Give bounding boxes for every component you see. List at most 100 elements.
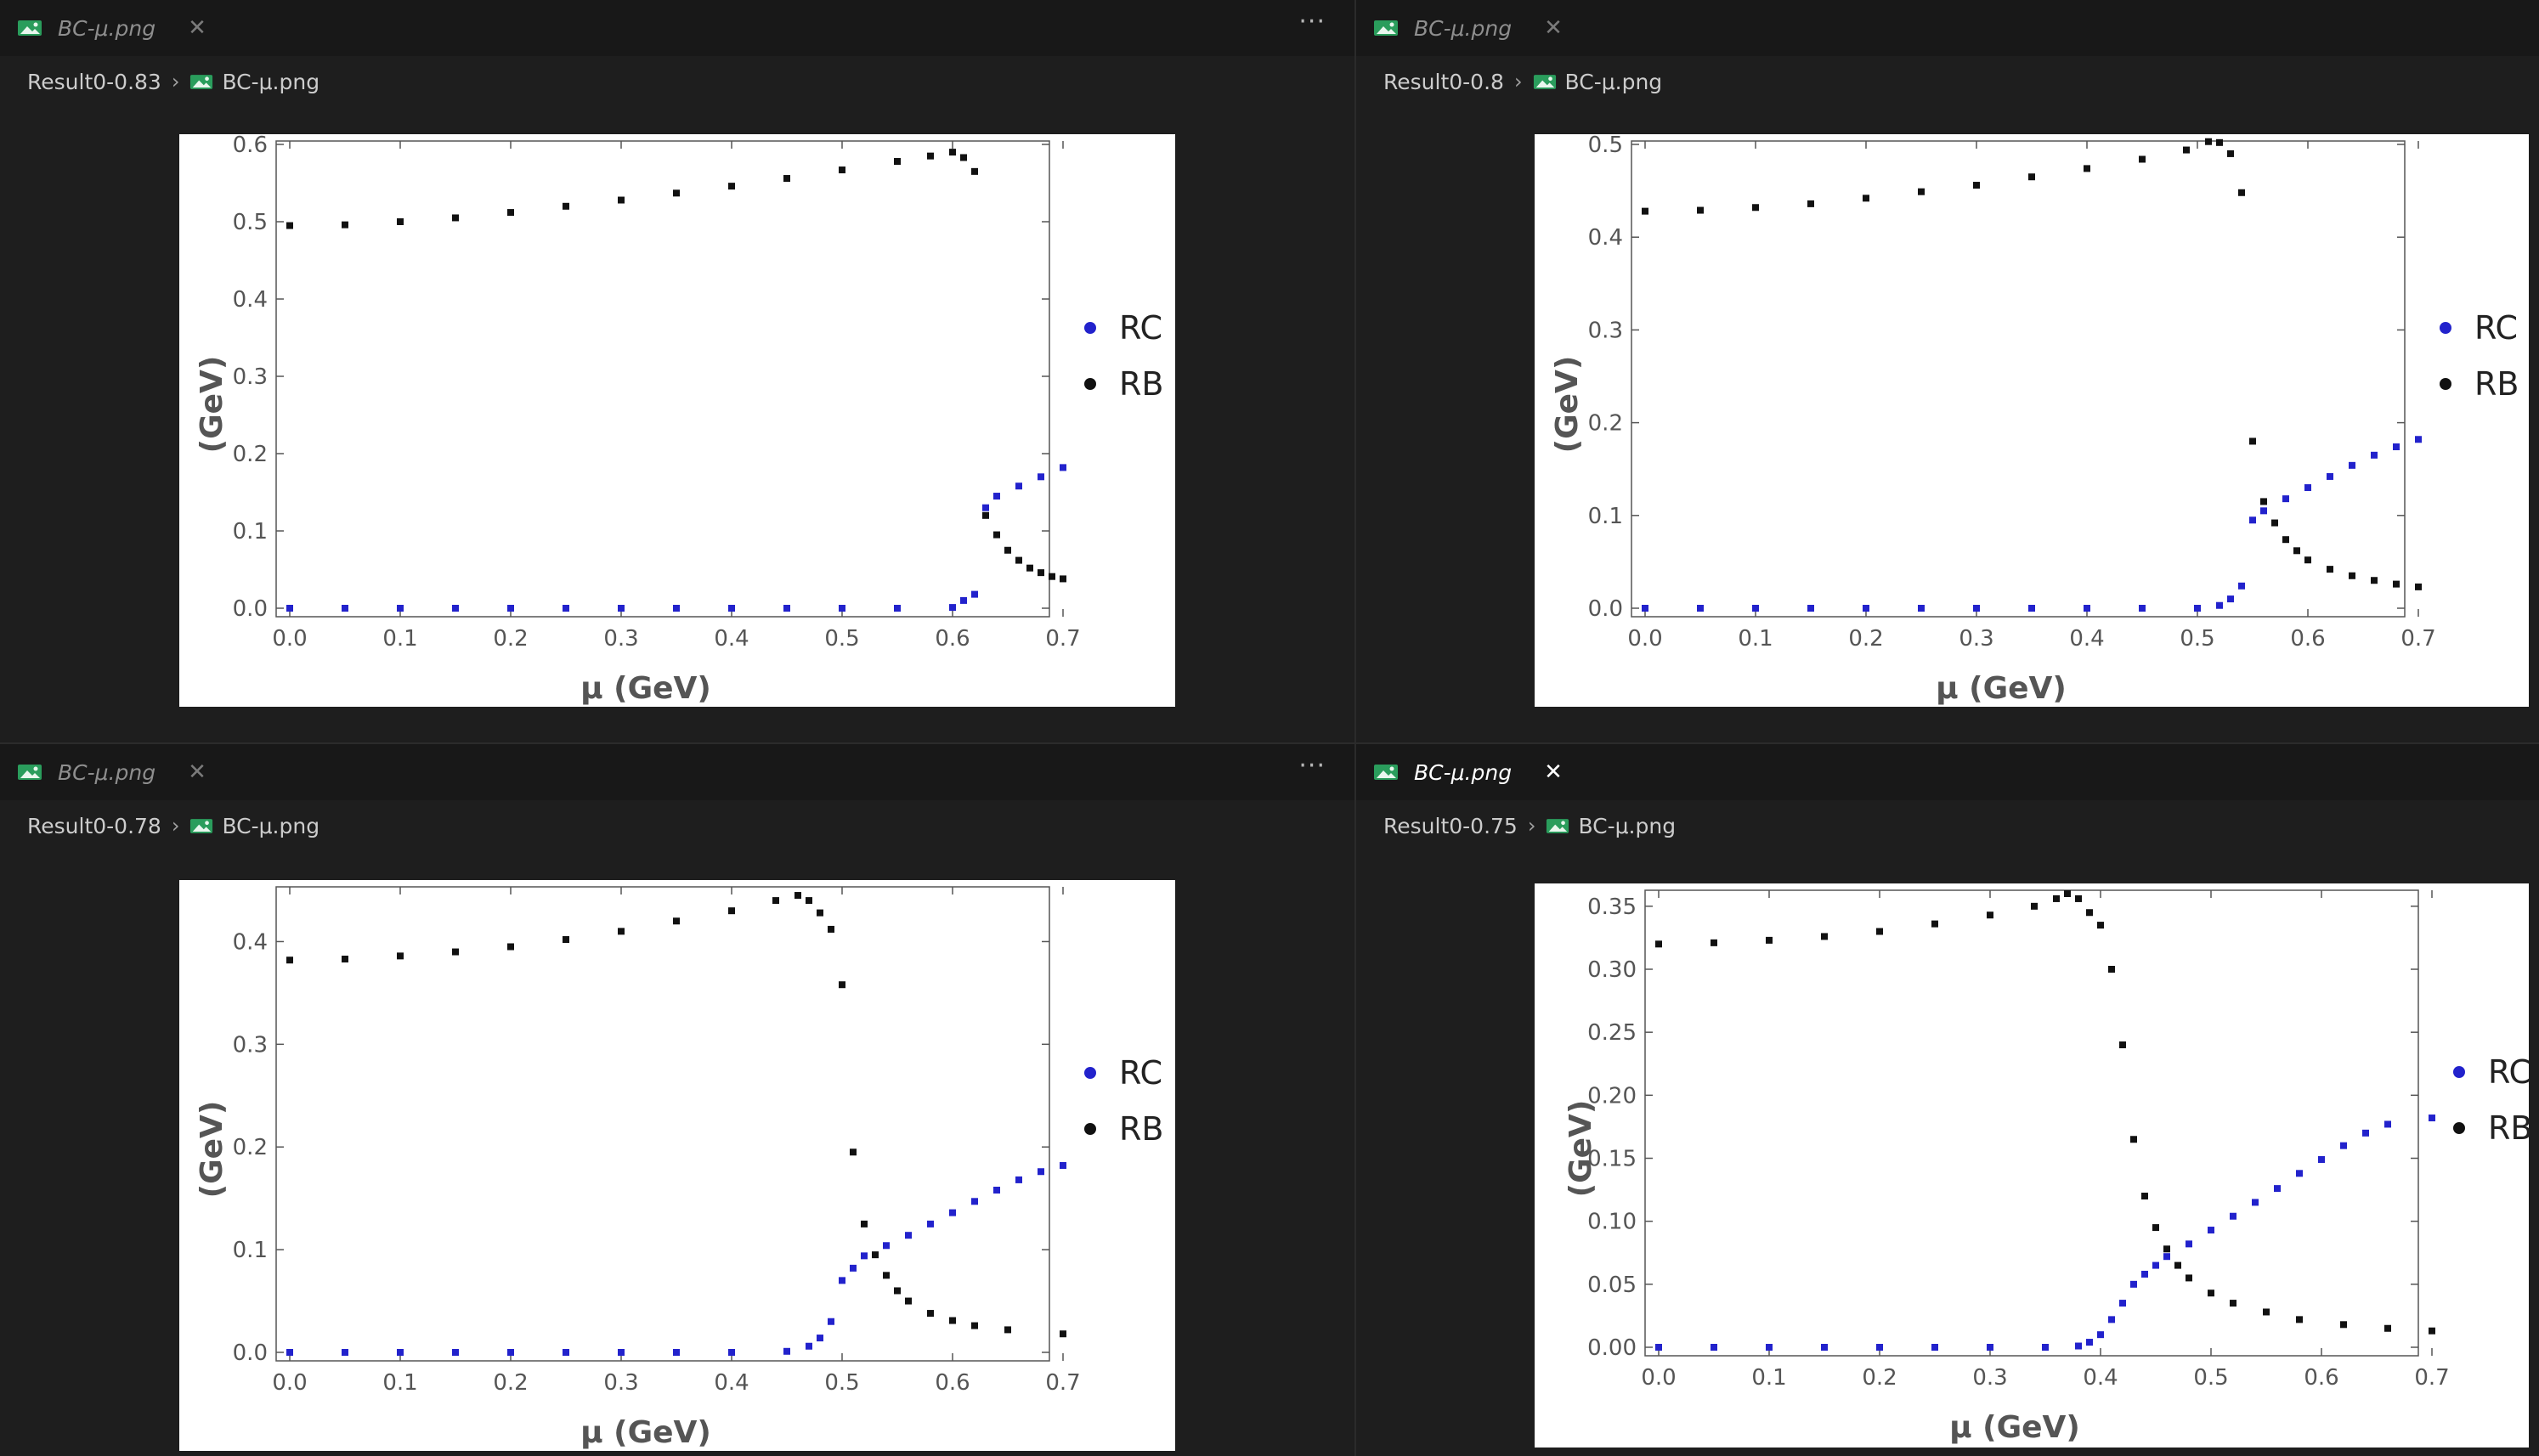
breadcrumb-file[interactable]: BC-μ.png [222,813,320,838]
scatter-chart: 0.0 0.1 0.2 0.3 0.4 0.5 0.6 0.7 0.0 0.1 0.2 0.3 0.4 0… [1550,134,2519,706]
x-tick-label: 0.3 [603,1370,638,1396]
point-rc [839,605,845,612]
breadcrumb-folder[interactable]: Result0-0.75 [1383,813,1518,838]
close-icon[interactable]: ✕ [188,759,206,785]
tab-image[interactable]: BC-μ.png ✕ [0,744,225,800]
image-viewer: 0.0 0.1 0.2 0.3 0.4 0.5 0.6 0.7 0.0 0.1 0.2 0.3 0.4 μ… [179,880,1175,1451]
more-actions-icon[interactable]: ··· [1298,7,1326,37]
pane-divider-horizontal[interactable] [0,742,2539,744]
legend-marker-rc [2453,1066,2465,1078]
tab-title: BC-μ.png [1414,15,1513,41]
breadcrumb-folder[interactable]: Result0-0.78 [27,813,161,838]
point-rb [2084,165,2090,172]
close-icon[interactable]: ✕ [188,15,206,41]
y-tick-label: 0.2 [233,1135,268,1160]
breadcrumb-file[interactable]: BC-μ.png [1564,69,1663,94]
x-tick-label: 0.6 [935,626,970,652]
point-rb [1060,575,1066,583]
breadcrumb-folder[interactable]: Result0-0.83 [27,69,161,94]
point-rb [905,1297,912,1305]
point-rc [2282,495,2289,503]
legend-label-rc: RC [2488,1053,2529,1091]
y-tick-label: 0.05 [1587,1273,1637,1298]
y-axis-label: (GeV) [1564,1100,1598,1198]
y-tick-label: 0.6 [233,134,268,158]
image-file-icon [190,74,213,89]
point-rc [1863,605,1869,612]
breadcrumb-file[interactable]: BC-μ.png [222,69,320,94]
point-rc [2216,601,2223,609]
point-rb [618,196,625,204]
x-axis-label: μ (GeV) [580,1415,711,1450]
point-rc [2349,461,2355,469]
point-rc [982,504,989,511]
tab-image-active[interactable]: BC-μ.png ✕ [1356,744,1581,800]
y-tick-label: 0.15 [1587,1147,1637,1172]
point-rc [2296,1170,2303,1177]
point-rc [1766,1344,1773,1351]
point-rc [2415,436,2422,443]
point-rb [2208,1290,2214,1297]
point-rc [673,1349,680,1356]
point-rb [2304,556,2311,564]
point-rb [883,1272,890,1279]
point-rc [1655,1344,1662,1351]
point-rb [772,897,779,905]
point-rc [1752,605,1759,612]
tab-title: BC-μ.png [58,759,156,785]
point-rb [2238,189,2245,196]
x-tick-label: 0.3 [1972,1365,2007,1391]
pane-divider-vertical[interactable] [1354,0,1356,1456]
point-rc [2238,582,2245,590]
point-rb [2163,1245,2170,1253]
point-rc [728,1349,735,1356]
close-icon[interactable]: ✕ [1544,15,1563,41]
point-rb [1973,182,1980,189]
point-rb [2293,547,2300,555]
point-rc [2097,1331,2104,1339]
point-rb [1060,1330,1066,1338]
image-file-icon [190,818,213,833]
point-rb [1931,920,1938,928]
point-rb [1876,928,1883,935]
point-rb [397,952,404,960]
close-icon[interactable]: ✕ [1544,759,1563,785]
x-tick-label: 0.2 [1848,626,1883,652]
y-tick-label: 0.3 [233,364,268,390]
image-file-icon [18,20,42,36]
legend-marker-rb [1084,378,1096,390]
editor-pane-bottom-left: BC-μ.png ✕ ··· Result0-0.78 › BC-μ.png 0… [0,744,1354,1456]
point-rb [2186,1274,2192,1282]
tab-image[interactable]: BC-μ.png ✕ [0,0,225,56]
point-rb [2108,966,2115,973]
chevron-right-icon: › [171,814,180,838]
editor-pane-bottom-right: BC-μ.png ✕ Result0-0.75 › BC-μ.png 0.0 0.… [1356,744,2539,1456]
tab-image[interactable]: BC-μ.png ✕ [1356,0,1581,56]
point-rc [850,1264,857,1272]
point-rc [1015,483,1022,490]
point-rb [2174,1261,2181,1269]
scatter-chart: 0.0 0.1 0.2 0.3 0.4 0.5 0.6 0.70.00.10.20.30.4μ… [195,886,1163,1450]
point-rc [2304,484,2311,492]
point-rc [2340,1142,2347,1149]
x-tick-label: 0.5 [2180,626,2214,652]
point-rc [618,1349,625,1356]
x-tick-label: 0.1 [382,1370,417,1396]
legend-label-rb: RB [2488,1109,2529,1147]
breadcrumb-file[interactable]: BC-μ.png [1578,813,1677,838]
tab-bar: BC-μ.png ✕ ··· [0,0,1354,56]
point-rb [2260,498,2267,505]
more-actions-icon[interactable]: ··· [1298,751,1326,781]
legend-marker-rb [2440,378,2451,390]
x-tick-label: 0.6 [2290,626,2325,652]
point-rc [1060,1161,1066,1169]
point-rb [850,1148,857,1156]
legend-marker-rc [1084,322,1096,334]
point-rc [2042,1344,2049,1351]
point-rb [2064,890,2071,897]
point-rb [2183,146,2190,154]
x-tick-label: 0.1 [1738,626,1773,652]
x-tick-label: 0.2 [493,1370,528,1396]
breadcrumb-folder[interactable]: Result0-0.8 [1383,69,1504,94]
